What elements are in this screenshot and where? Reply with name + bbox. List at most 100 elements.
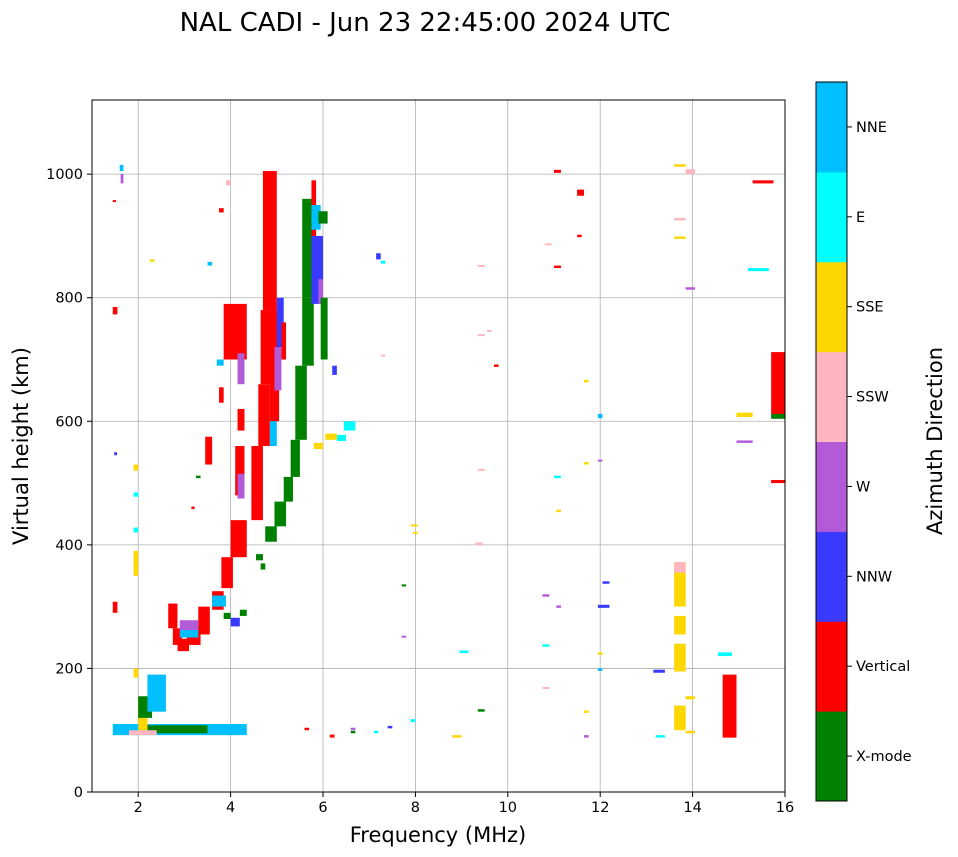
data-point-sse (584, 710, 589, 713)
grid (92, 100, 786, 793)
data-point-sse (584, 462, 589, 465)
data-point-x-mode (318, 211, 328, 224)
plot-frame (91, 99, 786, 793)
colorbar-block-x-mode (816, 711, 847, 802)
data-point-sse (597, 652, 603, 655)
data-point-x-mode (771, 413, 785, 419)
data-point-sse (674, 562, 686, 607)
data-point-nne (119, 164, 124, 172)
x-axis-label: Frequency (MHz) (350, 823, 526, 847)
colorbar-block-ssw (816, 351, 847, 442)
y-tick-label: 200 (55, 661, 83, 677)
data-point-sse (736, 412, 753, 417)
data-point-ssw (475, 542, 483, 545)
data-point-vertical (577, 189, 585, 196)
data-point-sse (149, 259, 155, 262)
data-point-vertical (577, 234, 582, 238)
data-point-e (410, 719, 416, 723)
colorbar-label: NNE (856, 120, 887, 136)
data-point-x-mode (260, 563, 266, 570)
data-point-vertical (752, 180, 774, 184)
data-point-w (350, 727, 356, 731)
data-point-nne (597, 413, 603, 419)
colorbar: X-mode Vertical NNW W SSW SSE E NNE (815, 81, 912, 802)
data-point-sse (325, 433, 337, 440)
data-point-sse (584, 379, 589, 383)
colorbar-label: E (856, 210, 865, 226)
data-point-ssw (685, 169, 695, 175)
colorbar-block-sse (816, 261, 847, 353)
data-point-ssw (128, 730, 157, 736)
data-point-ssw (487, 329, 492, 332)
data-point-e (542, 644, 550, 647)
data-point-sse (674, 705, 686, 731)
colorbar-label: X-mode (856, 749, 912, 765)
y-tick-label: 600 (55, 414, 83, 430)
y-tick-label: 1000 (46, 167, 83, 183)
data-point-vertical (112, 601, 118, 613)
data-point-nne (212, 595, 226, 607)
colorbar-label: NNW (856, 569, 892, 585)
data-point-sse (413, 531, 418, 534)
data-point-w (120, 174, 124, 184)
data-point-nnw (376, 253, 381, 260)
colorbar-label: Vertical (856, 659, 910, 675)
data-point-w (736, 440, 753, 443)
x-tick-label: 14 (683, 800, 701, 816)
data-point-vertical (191, 506, 195, 510)
data-point-x-mode (195, 475, 201, 479)
data-point-w (597, 459, 603, 462)
data-point-ssw (477, 468, 485, 471)
data-point-ssw (674, 562, 686, 573)
data-point-w (237, 473, 245, 499)
data-point-nne (216, 359, 224, 366)
data-point-vertical (177, 638, 190, 652)
data-point-vertical (221, 557, 233, 589)
chart-title: NAL CADI - Jun 23 22:45:00 2024 UTC (180, 8, 671, 38)
y-axis-ticks: 0 200 400 600 800 1000 (46, 167, 92, 801)
data-point-sse (674, 643, 686, 672)
data-point-w (179, 620, 199, 631)
y-tick-label: 0 (74, 785, 83, 801)
data-point-e (459, 650, 469, 653)
data-point-e (336, 434, 347, 442)
data-point-w (556, 605, 561, 608)
data-point-w (584, 735, 589, 738)
data-point-sse (674, 164, 686, 167)
data-point-nne (207, 261, 213, 266)
data-point-ssw (674, 218, 686, 221)
data-point-vertical (112, 306, 118, 315)
data-point-sse (410, 524, 418, 527)
data-point-w (685, 287, 695, 290)
data-point-e (718, 652, 732, 657)
data-point-x-mode (147, 725, 208, 734)
data-point-sse (685, 730, 695, 734)
x-axis-ticks: 2 4 6 8 10 12 14 16 (134, 792, 794, 816)
data-point-vertical (554, 265, 561, 269)
data-point-vertical (304, 727, 310, 731)
data-point-x-mode (239, 609, 247, 616)
data-point-x-mode (295, 365, 307, 440)
data-point-e (133, 527, 139, 533)
colorbar-block-w (816, 441, 847, 532)
data-point-vertical (554, 169, 561, 173)
data-point-nnw (387, 725, 393, 729)
data-point-vertical (230, 520, 247, 558)
data-point-e (748, 268, 769, 272)
data-point-sse (133, 464, 139, 471)
data-point-x-mode (290, 439, 300, 477)
data-point-e (655, 735, 665, 738)
data-marks (112, 164, 785, 738)
x-tick-label: 10 (499, 800, 517, 816)
data-point-vertical (219, 208, 224, 213)
colorbar-label: SSE (856, 300, 884, 316)
data-point-nne (269, 421, 277, 446)
data-point-sse (556, 509, 561, 513)
data-point-vertical (251, 446, 263, 521)
x-tick-label: 12 (591, 800, 609, 816)
colorbar-block-vertical (816, 621, 847, 712)
data-point-w (542, 594, 550, 597)
data-point-vertical (258, 384, 270, 446)
data-point-w (274, 347, 282, 391)
